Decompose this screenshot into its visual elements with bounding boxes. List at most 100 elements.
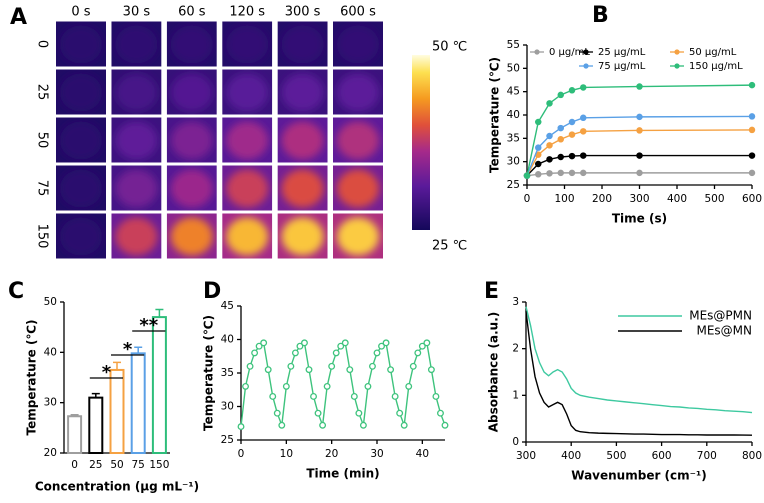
data-point [580, 169, 587, 177]
data-point [427, 366, 435, 374]
data-point [332, 349, 340, 357]
thermal-image [333, 21, 383, 67]
y-tick-label: 35 [507, 132, 520, 144]
x-tick-label: 400 [667, 193, 687, 205]
thermal-spot [281, 217, 324, 256]
thermal-image [222, 213, 273, 259]
thermal-spot [226, 217, 269, 256]
thermal-image [222, 165, 273, 211]
data-point [546, 156, 553, 163]
data-point [319, 421, 327, 429]
x-tick-label: 400 [561, 450, 581, 462]
column-label: 60 s [178, 5, 206, 20]
thermal-image [277, 165, 328, 211]
data-point [580, 114, 587, 122]
data-point [237, 423, 245, 431]
thermal-spot [60, 121, 102, 160]
data-point [387, 366, 395, 374]
legend-marker [583, 49, 589, 55]
thermal-spot [115, 121, 158, 160]
data-point [341, 339, 349, 347]
legend-label: 0 μg/mL [549, 47, 590, 58]
thermal-image [56, 21, 106, 67]
data-point [409, 362, 417, 370]
bar [151, 316, 167, 454]
x-tick-label: 150 [149, 459, 169, 471]
y-tick-label: 25 [507, 179, 520, 191]
data-point [328, 362, 336, 370]
data-point [748, 81, 756, 89]
axis-line [240, 306, 445, 441]
data-point [305, 366, 313, 374]
x-axis-label: Time (min) [306, 467, 379, 481]
y-axis-label: Temperature (℃) [488, 57, 502, 173]
thermal-image [222, 117, 273, 163]
x-tick-label: 800 [742, 450, 762, 462]
data-point [546, 142, 553, 149]
column-label: 300 s [285, 5, 321, 20]
data-point [557, 91, 565, 99]
y-tick-label: 25 [221, 434, 234, 446]
data-point [636, 152, 643, 159]
colorbar-min: 25 ℃ [432, 239, 467, 254]
data-point [346, 366, 354, 374]
error-bar [155, 308, 164, 318]
data-point [636, 113, 643, 121]
thermal-spot [115, 217, 158, 256]
data-point [364, 382, 372, 390]
y-tick-label: 50 [507, 62, 520, 74]
x-axis-label: Concentration (μg mL⁻¹) [35, 480, 199, 494]
data-point [278, 421, 286, 429]
thermal-image [56, 117, 106, 163]
data-point [314, 409, 322, 417]
data-point [418, 342, 426, 350]
data-point [423, 339, 431, 347]
thermal-spot [115, 169, 158, 208]
x-tick-label: 100 [554, 193, 574, 205]
thermal-spot [226, 25, 269, 64]
thermal-spot [337, 121, 379, 160]
thermal-spot [337, 169, 379, 208]
thermal-spot [115, 73, 158, 112]
thermal-image [166, 165, 217, 211]
data-point [535, 118, 542, 126]
legend-label: 150 μg/mL [689, 61, 743, 72]
legend-marker [674, 49, 680, 55]
thermal-image [166, 213, 217, 259]
series-line [240, 341, 446, 427]
data-point [437, 409, 444, 417]
thermal-spot [281, 73, 324, 112]
thermal-spot [170, 217, 213, 256]
thermal-image [222, 69, 273, 115]
thermal-image [222, 21, 273, 67]
data-point [546, 100, 553, 107]
data-point [323, 382, 331, 390]
thermal-image [111, 165, 162, 211]
y-axis-label: Temperature (℃) [25, 320, 39, 436]
thermal-spot [60, 25, 102, 64]
row-label: 50 [35, 132, 50, 149]
x-tick-label: 300 [629, 193, 649, 205]
x-tick-label: 75 [132, 459, 145, 471]
data-point [269, 393, 277, 400]
thermal-spot [226, 169, 269, 208]
thermal-image [111, 117, 162, 163]
thermal-image [333, 165, 383, 211]
x-tick-label: 300 [516, 450, 536, 462]
y-tick-label: 0 [512, 436, 519, 448]
data-point [636, 127, 643, 134]
thermal-image [166, 69, 217, 115]
data-point [291, 349, 299, 357]
y-tick-label: 40 [507, 109, 520, 121]
column-label: 0 s [71, 5, 90, 20]
thermal-image [111, 21, 162, 67]
y-tick-label: 30 [507, 156, 520, 168]
thermal-image [56, 213, 106, 259]
y-tick-label: 45 [221, 300, 234, 312]
significance-label: ** [139, 315, 158, 336]
series-line [526, 84, 753, 176]
x-tick-label: 0 [71, 459, 78, 471]
data-point [350, 393, 358, 400]
legend-label: 50 μg/mL [689, 47, 737, 58]
thermal-image [166, 21, 217, 67]
